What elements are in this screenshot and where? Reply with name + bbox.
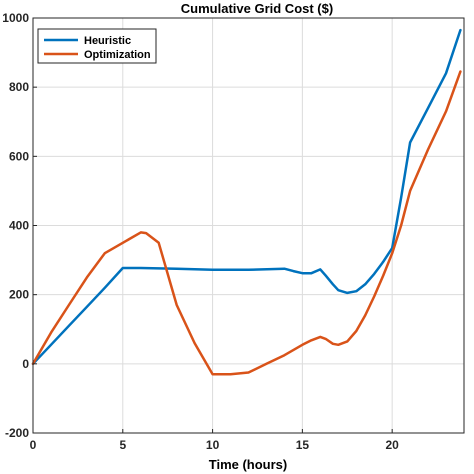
y-tick-label: 0 [22,357,29,371]
legend-label-optimization: Optimization [84,49,151,61]
y-tick-label: 400 [9,219,29,233]
grid-lines [33,18,464,433]
legend: Heuristic Optimization [37,28,157,64]
chart-title: Cumulative Grid Cost ($) [181,1,333,16]
legend-box [37,28,157,64]
y-tick-label: 600 [9,149,29,163]
series-line-heuristic [31,28,462,366]
series-line-optimization [31,70,462,376]
x-axis-label: Time (hours) [209,457,288,472]
y-tick-label: -200 [5,426,29,440]
y-tick-label: 200 [9,288,29,302]
legend-label-heuristic: Heuristic [84,35,131,47]
y-tick-label: 800 [9,80,29,94]
x-tick-label: 10 [206,438,220,452]
x-tick-label: 0 [30,438,37,452]
x-tick-label: 20 [385,438,399,452]
x-tick-label: 5 [119,438,126,452]
series-lines [31,28,462,376]
y-tick-label: 1000 [2,11,29,25]
x-tick-label: 15 [296,438,310,452]
